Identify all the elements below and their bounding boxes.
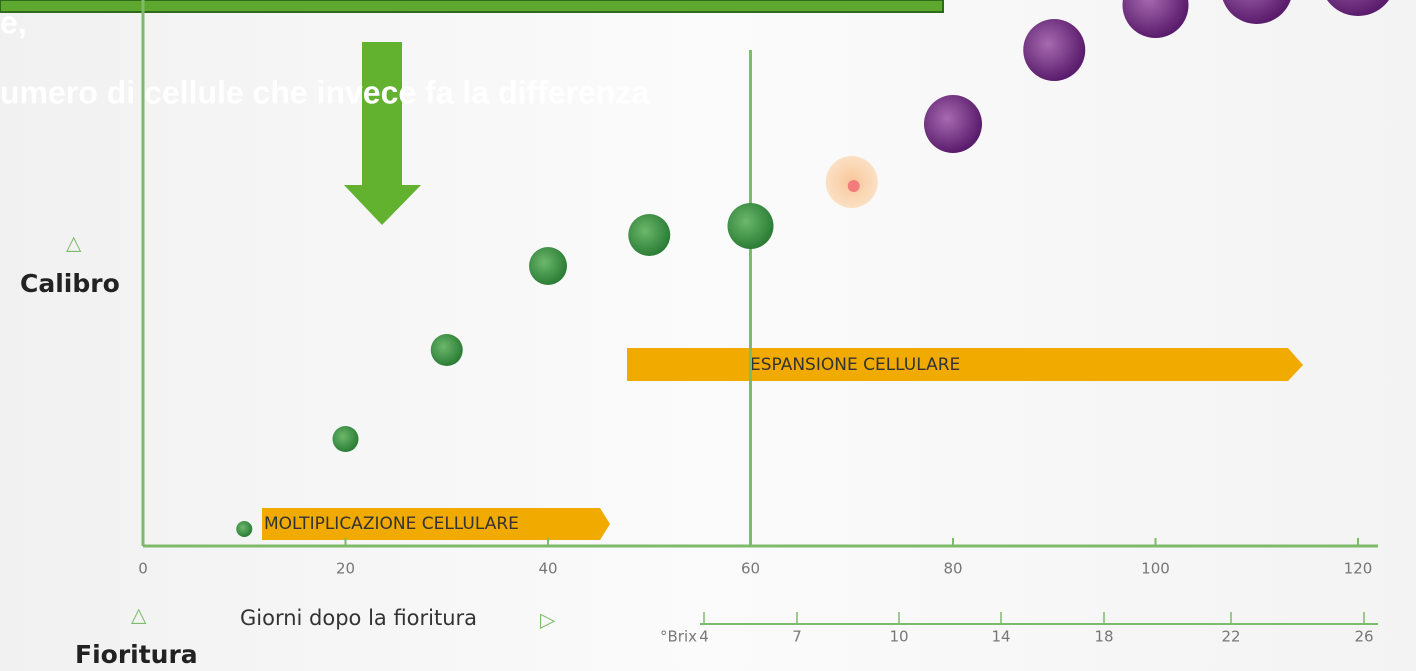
x-tick-label: 120 <box>1344 560 1373 578</box>
x-tick-label: 40 <box>538 560 557 578</box>
brix-tick-label: 22 <box>1221 628 1240 646</box>
overlay-text: umero di cellule che invece fa la differ… <box>0 74 649 110</box>
brix-tick-label: 7 <box>792 628 802 646</box>
berry <box>1327 0 1389 16</box>
brix-label: °Brix <box>660 628 697 646</box>
overlay-text: e, <box>0 4 27 40</box>
x-tick-label: 60 <box>741 560 760 578</box>
phase-label: MOLTIPLICAZIONE CELLULARE <box>264 514 519 534</box>
berry <box>924 95 982 153</box>
top-banner <box>0 0 944 13</box>
berry <box>1122 0 1189 38</box>
origin-label: Fioritura <box>75 640 198 669</box>
x-tick-label: 20 <box>336 560 355 578</box>
berry <box>529 247 567 285</box>
brix-tick-label: 4 <box>699 628 709 646</box>
x-tick-label: 100 <box>1141 560 1170 578</box>
brix-tick-label: 18 <box>1094 628 1113 646</box>
triangle-icon: △ <box>66 231 82 255</box>
triangle-icon: △ <box>131 603 147 627</box>
x-tick-label: 0 <box>138 560 148 578</box>
berry <box>1023 19 1086 81</box>
down-arrow <box>344 42 421 225</box>
x-label: Giorni dopo la fioritura <box>240 606 477 630</box>
phase-arrow <box>262 508 610 540</box>
triangle-icon: ▷ <box>540 608 556 632</box>
berry <box>727 203 774 249</box>
berry <box>332 426 359 452</box>
berry <box>236 521 253 537</box>
brix-tick-label: 26 <box>1354 628 1373 646</box>
y-label: Calibro <box>20 269 120 298</box>
phase-label: ESPANSIONE CELLULARE <box>750 355 960 375</box>
brix-tick-label: 14 <box>991 628 1010 646</box>
berry-seed <box>847 180 860 192</box>
berry <box>1222 0 1291 24</box>
berry <box>628 214 671 256</box>
brix-tick-label: 10 <box>889 628 908 646</box>
berry <box>430 334 463 366</box>
x-tick-label: 80 <box>943 560 962 578</box>
phase-arrow <box>627 348 1303 381</box>
